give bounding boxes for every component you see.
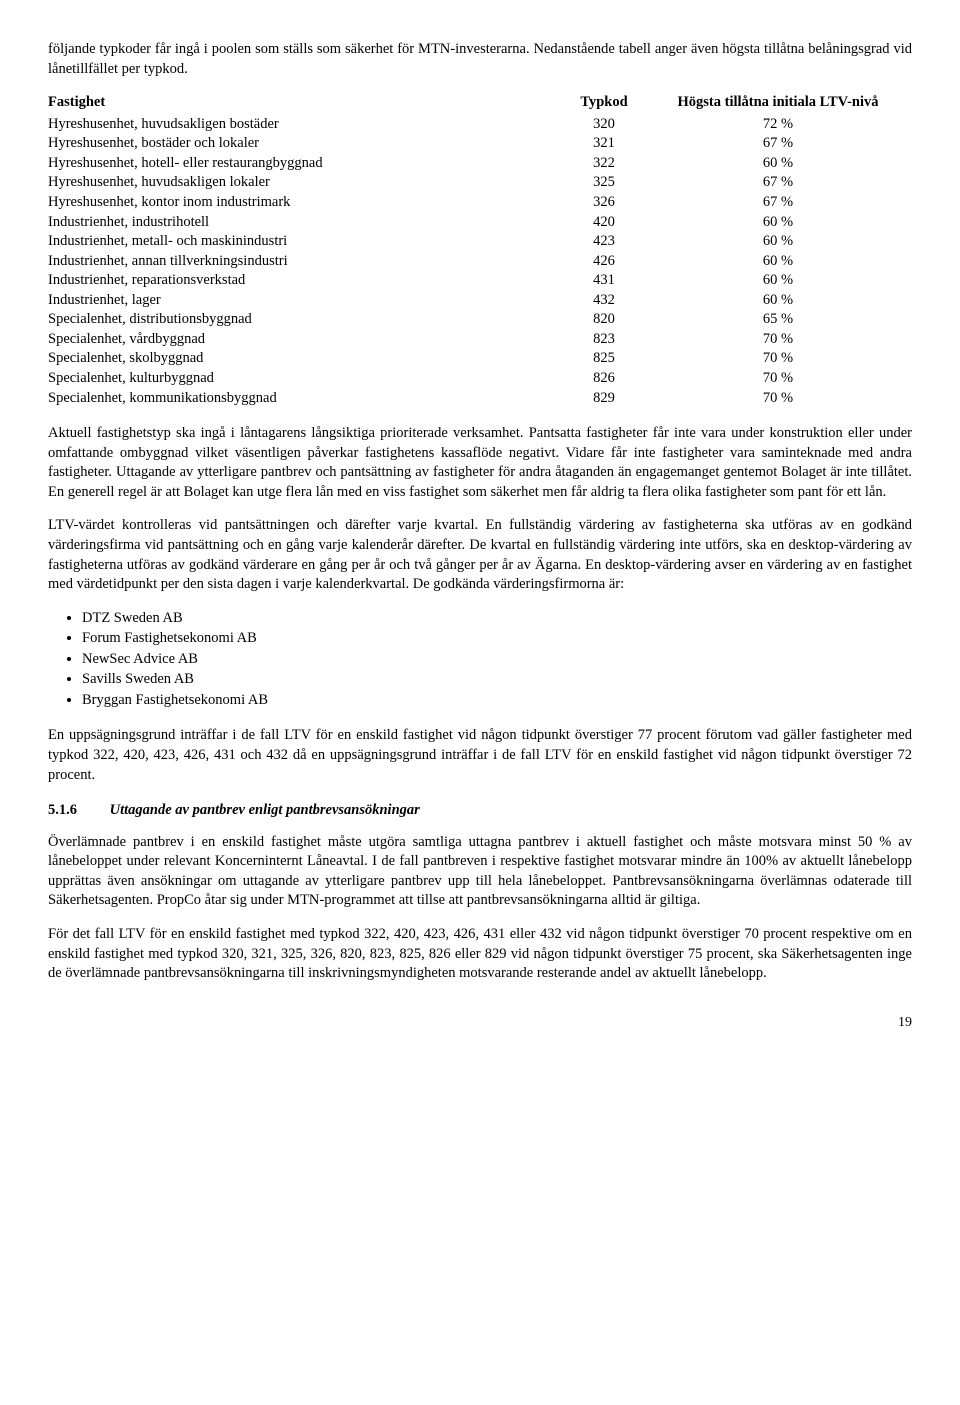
intro-paragraph: följande typkoder får ingå i poolen som … — [48, 40, 912, 79]
table-row: Specialenhet, vårdbyggnad82370 % — [48, 330, 912, 350]
cell-typkod: 825 — [564, 349, 648, 369]
paragraph-2: Aktuell fastighetstyp ska ingå i låntaga… — [48, 424, 912, 502]
cell-ltv: 67 % — [648, 193, 912, 213]
table-row: Specialenhet, kulturbyggnad82670 % — [48, 369, 912, 389]
cell-typkod: 432 — [564, 291, 648, 311]
cell-typkod: 431 — [564, 271, 648, 291]
table-row: Hyreshusenhet, bostäder och lokaler32167… — [48, 134, 912, 154]
list-item: NewSec Advice AB — [82, 650, 912, 670]
cell-ltv: 60 % — [648, 213, 912, 233]
table-row: Industrienhet, industrihotell42060 % — [48, 213, 912, 233]
table-row: Hyreshusenhet, huvudsakligen lokaler3256… — [48, 173, 912, 193]
list-item: Forum Fastighetsekonomi AB — [82, 629, 912, 649]
section-number: 5.1.6 — [48, 801, 106, 821]
cell-typkod: 426 — [564, 252, 648, 272]
section-title: Uttagande av pantbrev enligt pantbrevsan… — [110, 802, 420, 818]
cell-ltv: 70 % — [648, 369, 912, 389]
cell-fastighet: Hyreshusenhet, huvudsakligen lokaler — [48, 173, 564, 193]
cell-typkod: 325 — [564, 173, 648, 193]
table-row: Hyreshusenhet, huvudsakligen bostäder320… — [48, 115, 912, 135]
cell-ltv: 60 % — [648, 271, 912, 291]
col-header-fastighet: Fastighet — [48, 93, 564, 115]
paragraph-4: En uppsägningsgrund inträffar i de fall … — [48, 726, 912, 785]
col-header-ltv: Högsta tillåtna initiala LTV-nivå — [648, 93, 912, 115]
cell-typkod: 322 — [564, 154, 648, 174]
cell-ltv: 70 % — [648, 330, 912, 350]
table-row: Industrienhet, metall- och maskinindustr… — [48, 232, 912, 252]
paragraph-6: För det fall LTV för en enskild fastighe… — [48, 925, 912, 984]
list-item: DTZ Sweden AB — [82, 609, 912, 629]
cell-ltv: 70 % — [648, 389, 912, 409]
cell-ltv: 60 % — [648, 232, 912, 252]
cell-typkod: 823 — [564, 330, 648, 350]
cell-typkod: 320 — [564, 115, 648, 135]
paragraph-5: Överlämnade pantbrev i en enskild fastig… — [48, 833, 912, 911]
cell-typkod: 423 — [564, 232, 648, 252]
list-item: Savills Sweden AB — [82, 670, 912, 690]
cell-typkod: 829 — [564, 389, 648, 409]
cell-fastighet: Specialenhet, skolbyggnad — [48, 349, 564, 369]
cell-fastighet: Hyreshusenhet, bostäder och lokaler — [48, 134, 564, 154]
table-row: Hyreshusenhet, kontor inom industrimark3… — [48, 193, 912, 213]
cell-fastighet: Specialenhet, kulturbyggnad — [48, 369, 564, 389]
cell-fastighet: Hyreshusenhet, kontor inom industrimark — [48, 193, 564, 213]
table-row: Industrienhet, annan tillverkningsindust… — [48, 252, 912, 272]
cell-typkod: 321 — [564, 134, 648, 154]
cell-typkod: 826 — [564, 369, 648, 389]
section-heading: 5.1.6 Uttagande av pantbrev enligt pantb… — [48, 801, 912, 821]
cell-fastighet: Specialenhet, distributionsbyggnad — [48, 310, 564, 330]
cell-ltv: 67 % — [648, 173, 912, 193]
page-number: 19 — [48, 1014, 912, 1033]
table-row: Industrienhet, reparationsverkstad43160 … — [48, 271, 912, 291]
cell-fastighet: Industrienhet, annan tillverkningsindust… — [48, 252, 564, 272]
cell-fastighet: Industrienhet, reparationsverkstad — [48, 271, 564, 291]
table-row: Specialenhet, kommunikationsbyggnad82970… — [48, 389, 912, 409]
table-row: Hyreshusenhet, hotell- eller restaurangb… — [48, 154, 912, 174]
cell-ltv: 70 % — [648, 349, 912, 369]
cell-fastighet: Industrienhet, lager — [48, 291, 564, 311]
cell-fastighet: Specialenhet, kommunikationsbyggnad — [48, 389, 564, 409]
table-row: Industrienhet, lager43260 % — [48, 291, 912, 311]
table-row: Specialenhet, skolbyggnad82570 % — [48, 349, 912, 369]
cell-fastighet: Specialenhet, vårdbyggnad — [48, 330, 564, 350]
cell-fastighet: Hyreshusenhet, hotell- eller restaurangb… — [48, 154, 564, 174]
cell-ltv: 65 % — [648, 310, 912, 330]
cell-ltv: 72 % — [648, 115, 912, 135]
col-header-typkod: Typkod — [564, 93, 648, 115]
firms-list: DTZ Sweden ABForum Fastighetsekonomi ABN… — [82, 609, 912, 711]
cell-typkod: 326 — [564, 193, 648, 213]
cell-ltv: 60 % — [648, 154, 912, 174]
list-item: Bryggan Fastighetsekonomi AB — [82, 691, 912, 711]
cell-ltv: 67 % — [648, 134, 912, 154]
typkod-table: Fastighet Typkod Högsta tillåtna initial… — [48, 93, 912, 408]
table-row: Specialenhet, distributionsbyggnad82065 … — [48, 310, 912, 330]
cell-fastighet: Industrienhet, industrihotell — [48, 213, 564, 233]
cell-ltv: 60 % — [648, 252, 912, 272]
cell-fastighet: Industrienhet, metall- och maskinindustr… — [48, 232, 564, 252]
cell-typkod: 420 — [564, 213, 648, 233]
cell-ltv: 60 % — [648, 291, 912, 311]
cell-typkod: 820 — [564, 310, 648, 330]
paragraph-3: LTV-värdet kontrolleras vid pantsättning… — [48, 516, 912, 594]
cell-fastighet: Hyreshusenhet, huvudsakligen bostäder — [48, 115, 564, 135]
